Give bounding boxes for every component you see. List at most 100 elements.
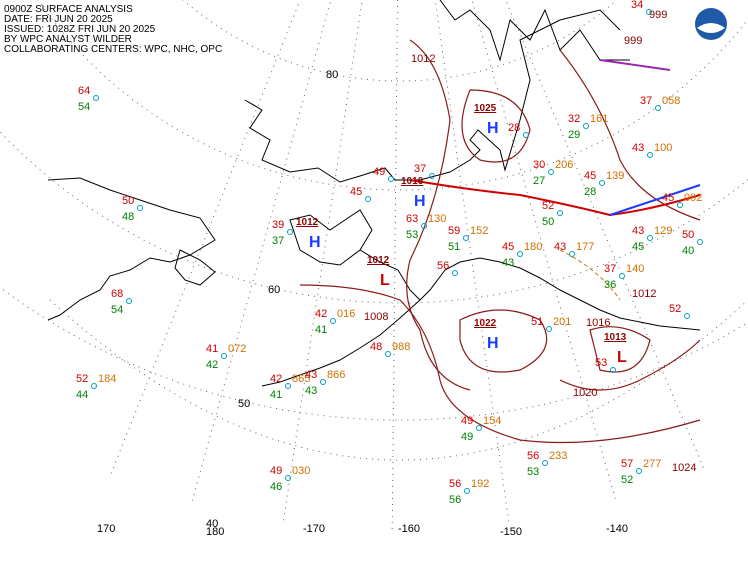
station-marker: [557, 210, 563, 216]
station-pressure: 100: [654, 142, 672, 154]
station-marker: [583, 123, 589, 129]
latitude-circle: [37, 0, 748, 191]
station-marker: [599, 180, 605, 186]
station-pressure: 866: [327, 369, 345, 381]
station-marker: [646, 9, 652, 15]
header-line: COLLABORATING CENTERS: WPC, NHC, OPC: [4, 44, 222, 55]
station-marker: [285, 383, 291, 389]
station-dewpoint: 28: [584, 186, 596, 198]
longitude-label: -170: [303, 523, 325, 535]
isobar-label: 1012: [411, 53, 435, 65]
isobar-label: 999: [649, 9, 667, 21]
station-temperature: 34: [631, 0, 643, 11]
station-pressure: 233: [549, 450, 567, 462]
alaska-north-coast: [244, 9, 621, 183]
station-temperature: 37: [640, 95, 652, 107]
station-dewpoint: 45: [632, 241, 644, 253]
header-line: DATE: FRI JUN 20 2025: [4, 14, 113, 25]
station-dewpoint: 48: [122, 211, 134, 223]
pressure-center-symbol: L: [617, 349, 627, 366]
occluded-front: [599, 59, 671, 71]
station-temperature: 56: [449, 478, 461, 490]
station-temperature: 41: [206, 343, 218, 355]
header-line: 0900Z SURFACE ANALYSIS: [4, 4, 133, 15]
pressure-center-value: 1012: [296, 217, 319, 228]
station-dewpoint: 41: [270, 389, 282, 401]
station-dewpoint: 52: [621, 474, 633, 486]
station-pressure: 072: [228, 343, 246, 355]
longitude-label: 170: [97, 523, 115, 535]
station-marker: [126, 298, 132, 304]
pressure-center-symbol: H: [487, 335, 499, 352]
station-pressure: 865: [292, 373, 310, 385]
header-line: BY WPC ANALYST WILDER: [4, 34, 132, 45]
pressure-center-value: 1022: [474, 318, 497, 329]
station-marker: [610, 367, 616, 373]
station-marker: [523, 132, 529, 138]
station-temperature: 45: [502, 241, 514, 253]
station-pressure: 058: [662, 95, 680, 107]
longitude-label: 40: [206, 518, 218, 530]
longitude-label: 180: [206, 526, 224, 538]
station-marker: [677, 202, 683, 208]
station-pressure: 154: [483, 415, 501, 427]
station-dewpoint: 36: [604, 279, 616, 291]
station-marker: [647, 235, 653, 241]
station-marker: [285, 475, 291, 481]
aleutians: [261, 299, 421, 387]
station-temperature: 45: [662, 192, 674, 204]
station-temperature: 49: [461, 415, 473, 427]
pressure-center-symbol: H: [487, 120, 499, 137]
station-dewpoint: 27: [533, 175, 545, 187]
station-pressure: 988: [392, 341, 410, 353]
station-marker: [221, 353, 227, 359]
station-dewpoint: 40: [682, 245, 694, 257]
station-temperature: 56: [437, 260, 449, 272]
station-dewpoint: 44: [76, 389, 88, 401]
station-temperature: 59: [448, 225, 460, 237]
pressure-center-symbol: H: [309, 234, 321, 251]
coastlines: [47, 0, 701, 387]
siberia-coast: [47, 177, 216, 321]
station-temperature: 63: [406, 213, 418, 225]
station-marker: [91, 383, 97, 389]
station-temperature: 30: [533, 159, 545, 171]
station-temperature: 32: [568, 113, 580, 125]
station-temperature: 37: [414, 163, 426, 175]
station-temperature: 50: [682, 229, 694, 241]
station-pressure: 184: [98, 373, 116, 385]
station-pressure: 152: [470, 225, 488, 237]
station-dewpoint: 29: [568, 129, 580, 141]
station-dewpoint: 54: [111, 304, 123, 316]
longitude-label: -140: [606, 523, 628, 535]
station-marker: [388, 176, 394, 182]
station-pressure: 140: [626, 263, 644, 275]
meridian: [471, 0, 617, 500]
station-marker: [137, 205, 143, 211]
station-marker: [463, 235, 469, 241]
station-temperature: 53: [595, 357, 607, 369]
station-pressure: 192: [471, 478, 489, 490]
station-temperature: 68: [111, 288, 123, 300]
station-temperature: 50: [122, 195, 134, 207]
pressure-center-value: 1012: [367, 255, 390, 266]
station-temperature: 51: [531, 316, 543, 328]
pressure-center-value: 1016: [401, 176, 424, 187]
station-temperature: 43: [554, 241, 566, 253]
noaa-logo: [695, 8, 727, 40]
station-pressure: 177: [576, 241, 594, 253]
station-temperature: 37: [604, 263, 616, 275]
station-pressure: 277: [643, 458, 661, 470]
station-marker: [619, 273, 625, 279]
station-temperature: 49: [373, 166, 385, 178]
station-temperature: 49: [270, 465, 282, 477]
station-pressure: 016: [337, 308, 355, 320]
station-temperature: 43: [632, 225, 644, 237]
isobar-label: 999: [624, 35, 642, 47]
header-line: ISSUED: 1028Z FRI JUN 20 2025: [4, 24, 156, 35]
station-dewpoint: 51: [448, 241, 460, 253]
station-pressure: 030: [292, 465, 310, 477]
longitude-label: -150: [500, 526, 522, 538]
station-marker: [421, 223, 427, 229]
